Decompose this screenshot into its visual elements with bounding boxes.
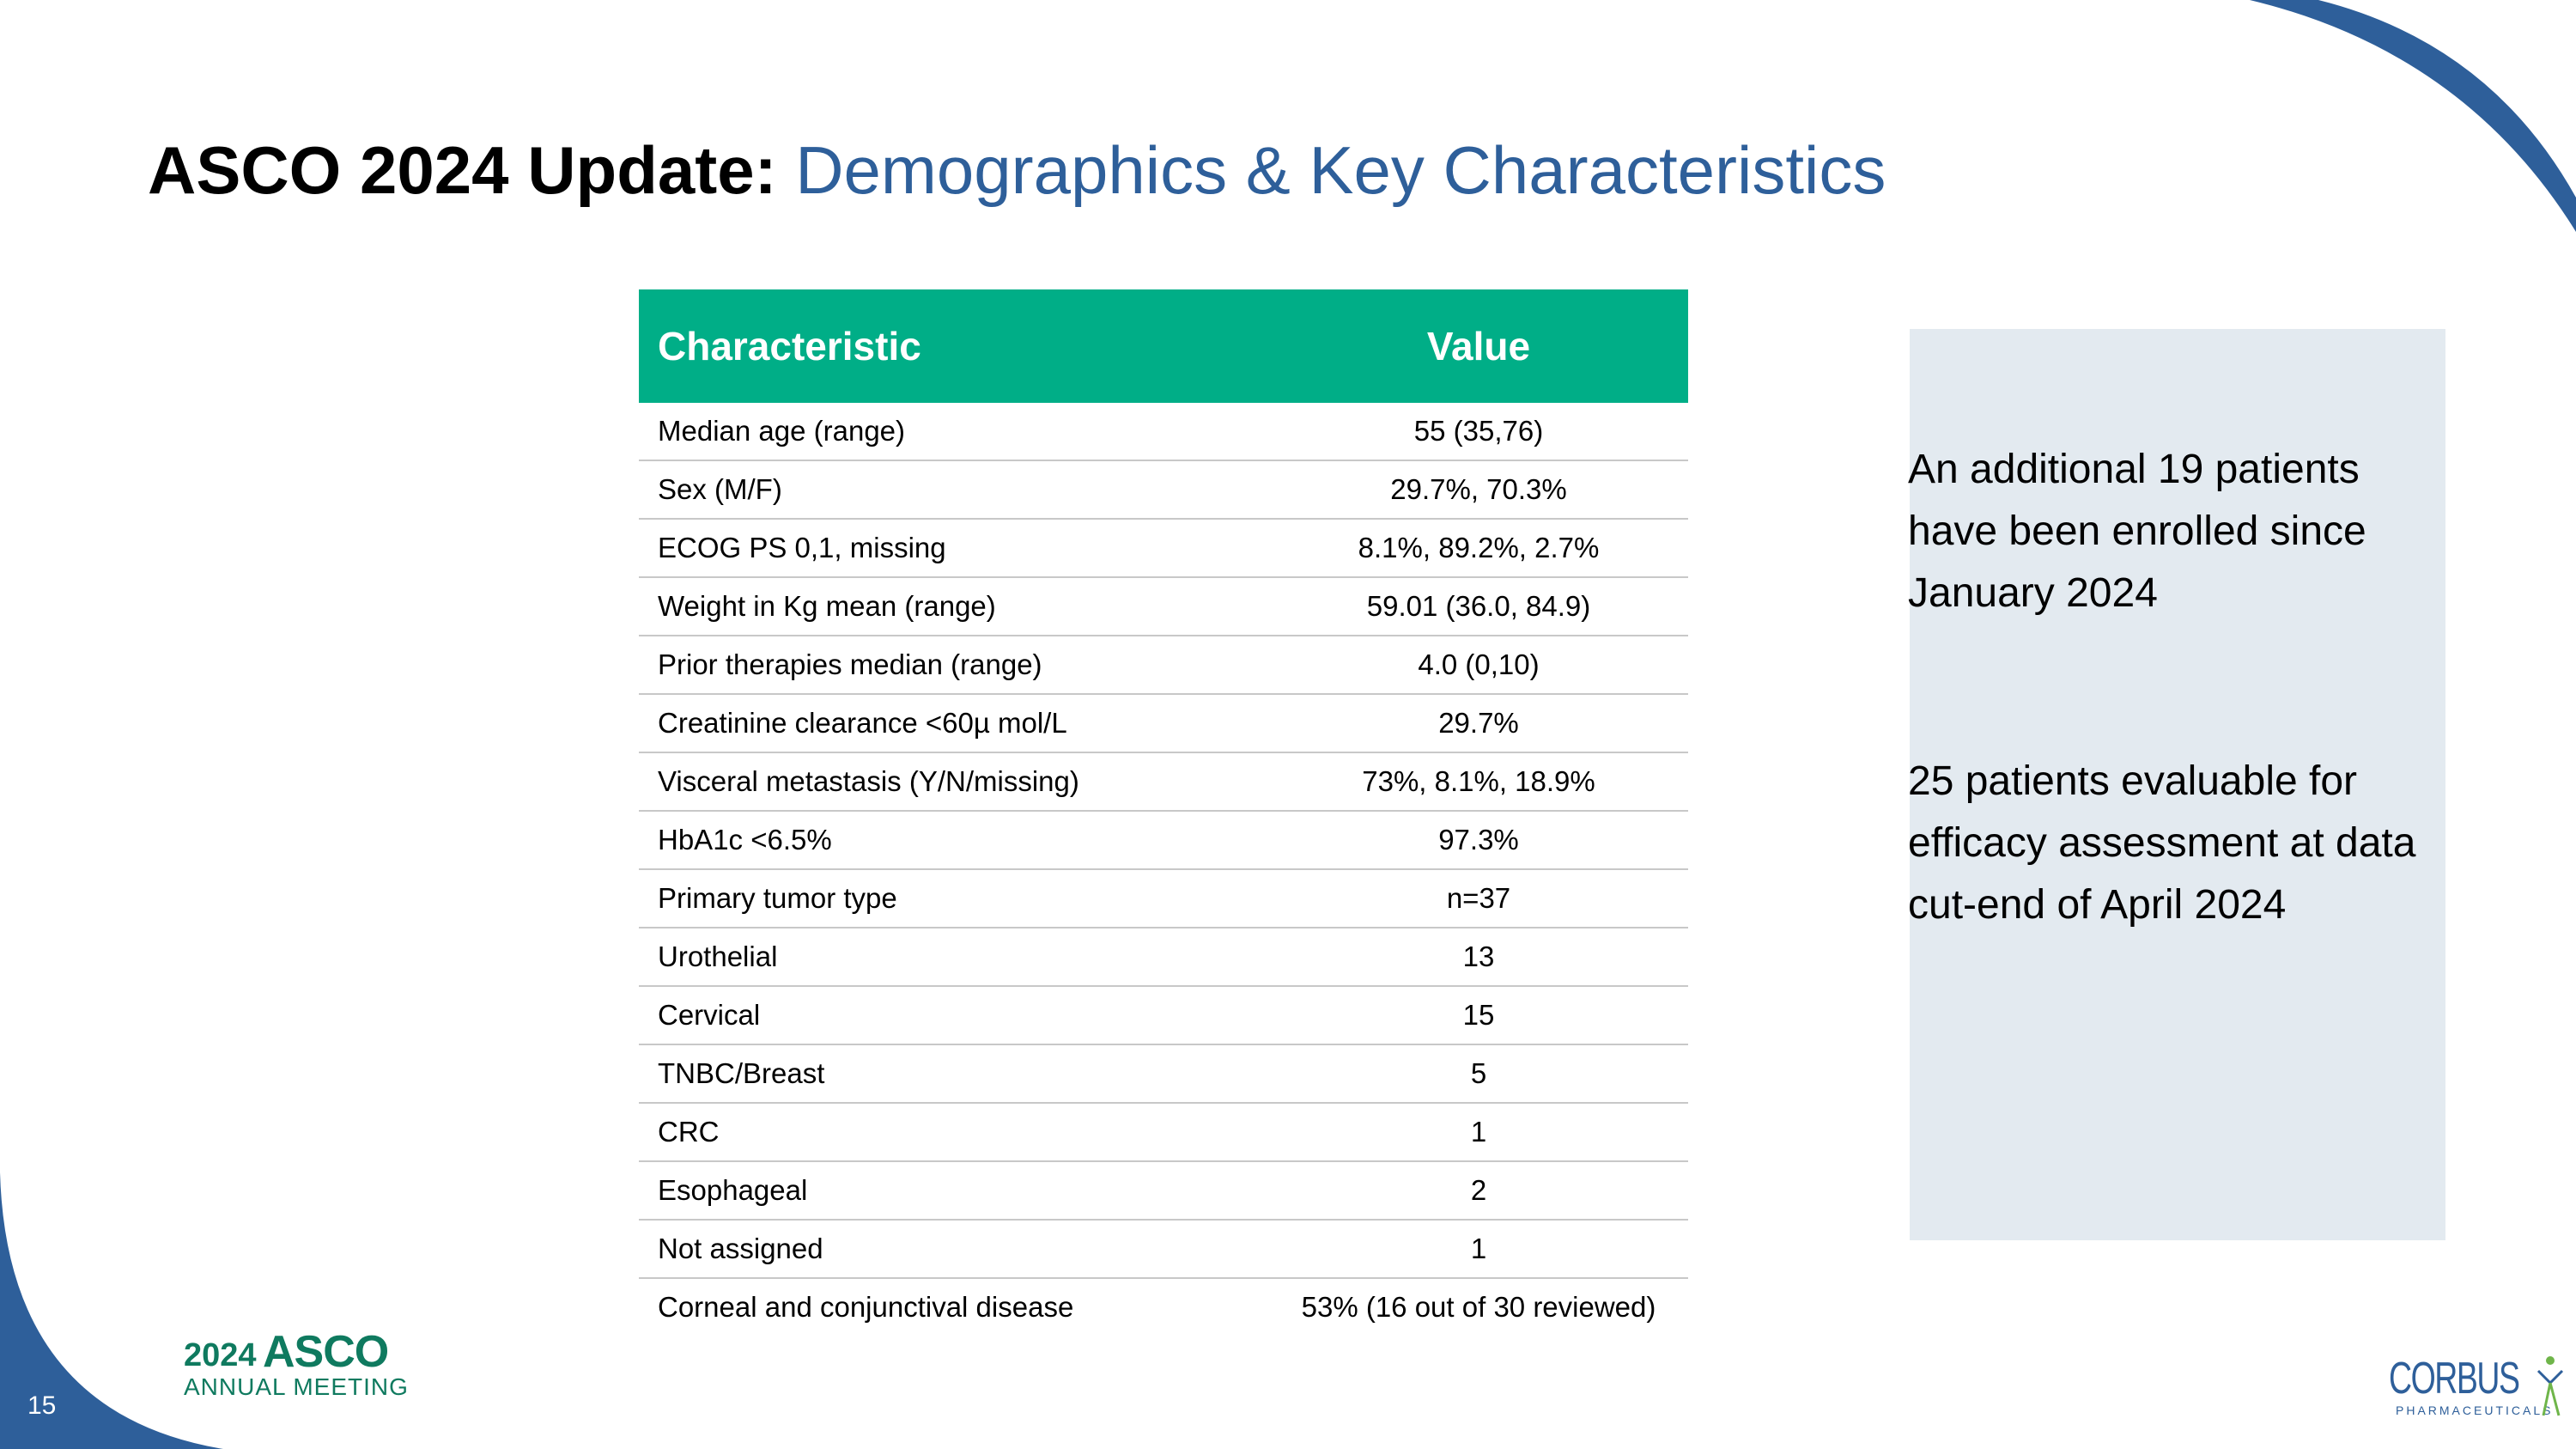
table-row: ECOG PS 0,1, missing 8.1%, 89.2%, 2.7% [639,519,1688,578]
corbus-logo-subtitle: PHARMACEUTICALS [2396,1403,2554,1417]
corbus-logo-name: CORBUS [2389,1354,2520,1403]
table-row: Sex (M/F) 29.7%, 70.3% [639,460,1688,520]
row-value: 97.3% [1269,811,1688,870]
row-label: TNBC/Breast [639,1044,1269,1104]
title-accent: Demographics & Key Characteristics [795,132,1886,208]
table-row: CRC 1 [639,1103,1688,1162]
row-value: 55 (35,76) [1269,403,1688,461]
row-label: Weight in Kg mean (range) [639,577,1269,636]
row-value: 53% (16 out of 30 reviewed) [1301,1291,1656,1323]
table-row: Median age (range) 55 (35,76) [639,403,1688,461]
row-label: Corneal and conjunctival disease [658,1291,1074,1323]
row-label: Visceral metastasis (Y/N/missing) [639,752,1269,812]
asco-logo-name: ASCO [263,1327,389,1377]
row-label: Prior therapies median (range) [639,636,1269,695]
row-value: 29.7%, 70.3% [1269,460,1688,520]
table-row: Esophageal 2 [639,1161,1688,1221]
table-row: Not assigned 1 [639,1220,1688,1279]
table-row: Prior therapies median (range) 4.0 (0,10) [639,636,1688,695]
page-number: 15 [27,1391,57,1420]
row-value: 15 [1269,986,1688,1045]
row-label: Esophageal [639,1161,1269,1221]
slide-title: ASCO 2024 Update: Demographics & Key Cha… [148,127,1886,213]
row-label: HbA1c <6.5% [639,811,1269,870]
row-value: 1 [1269,1220,1688,1279]
row-label: Creatinine clearance <60µ mol/L [639,694,1269,753]
table-row: Primary tumor type n=37 [639,869,1688,928]
row-label: Cervical [639,986,1269,1045]
table-header-row: Characteristic Value [639,289,1688,403]
row-value: n=37 [1269,869,1688,928]
asco-logo-subtitle: ANNUAL MEETING [184,1373,409,1400]
row-label: Sex (M/F) [639,460,1269,520]
row-label: ECOG PS 0,1, missing [639,519,1269,578]
row-label: Median age (range) [639,403,1269,461]
row-label: Urothelial [639,928,1269,987]
row-value: 13 [1269,928,1688,987]
row-value: 73%, 8.1%, 18.9% [1269,752,1688,812]
header-characteristic: Characteristic [639,289,1269,403]
characteristics-table: Characteristic Value Median age (range) 5… [639,289,1688,1336]
table-row: Urothelial 13 [639,928,1688,987]
side-panel [1910,329,2445,1240]
table-row: Cervical 15 [639,986,1688,1045]
row-value: 29.7% [1269,694,1688,753]
enrollment-note: An additional 19 patients have been enro… [1908,447,2366,616]
row-label: Not assigned [639,1220,1269,1279]
table-row: TNBC/Breast 5 [639,1044,1688,1104]
row-value: 4.0 (0,10) [1269,636,1688,695]
row-label: Primary tumor type [639,869,1269,928]
row-value: 2 [1269,1161,1688,1221]
header-value: Value [1269,289,1688,403]
table-row: Corneal and conjunctival disease 53% (16 … [639,1278,1688,1336]
corbus-figure-icon [2537,1356,2564,1416]
row-value: 1 [1269,1103,1688,1162]
corbus-logo: CORBUS PHARMACEUTICALS [2389,1354,2569,1422]
row-value: 59.01 (36.0, 84.9) [1269,577,1688,636]
asco-logo: 2024 ASCO ANNUAL MEETING [184,1327,416,1400]
table-row: Visceral metastasis (Y/N/missing) 73%, 8.… [639,752,1688,812]
table-row: HbA1c <6.5% 97.3% [639,811,1688,870]
evaluable-note: 25 patients evaluable for efficacy asses… [1908,758,2416,928]
row-value: 8.1%, 89.2%, 2.7% [1269,519,1688,578]
title-bold: ASCO 2024 Update: [148,132,777,208]
table-row: Creatinine clearance <60µ mol/L 29.7% [639,694,1688,753]
table-row: Weight in Kg mean (range) 59.01 (36.0, 84… [639,577,1688,636]
asco-logo-year: 2024 [184,1337,257,1373]
row-value: 5 [1269,1044,1688,1104]
row-label: CRC [639,1103,1269,1162]
